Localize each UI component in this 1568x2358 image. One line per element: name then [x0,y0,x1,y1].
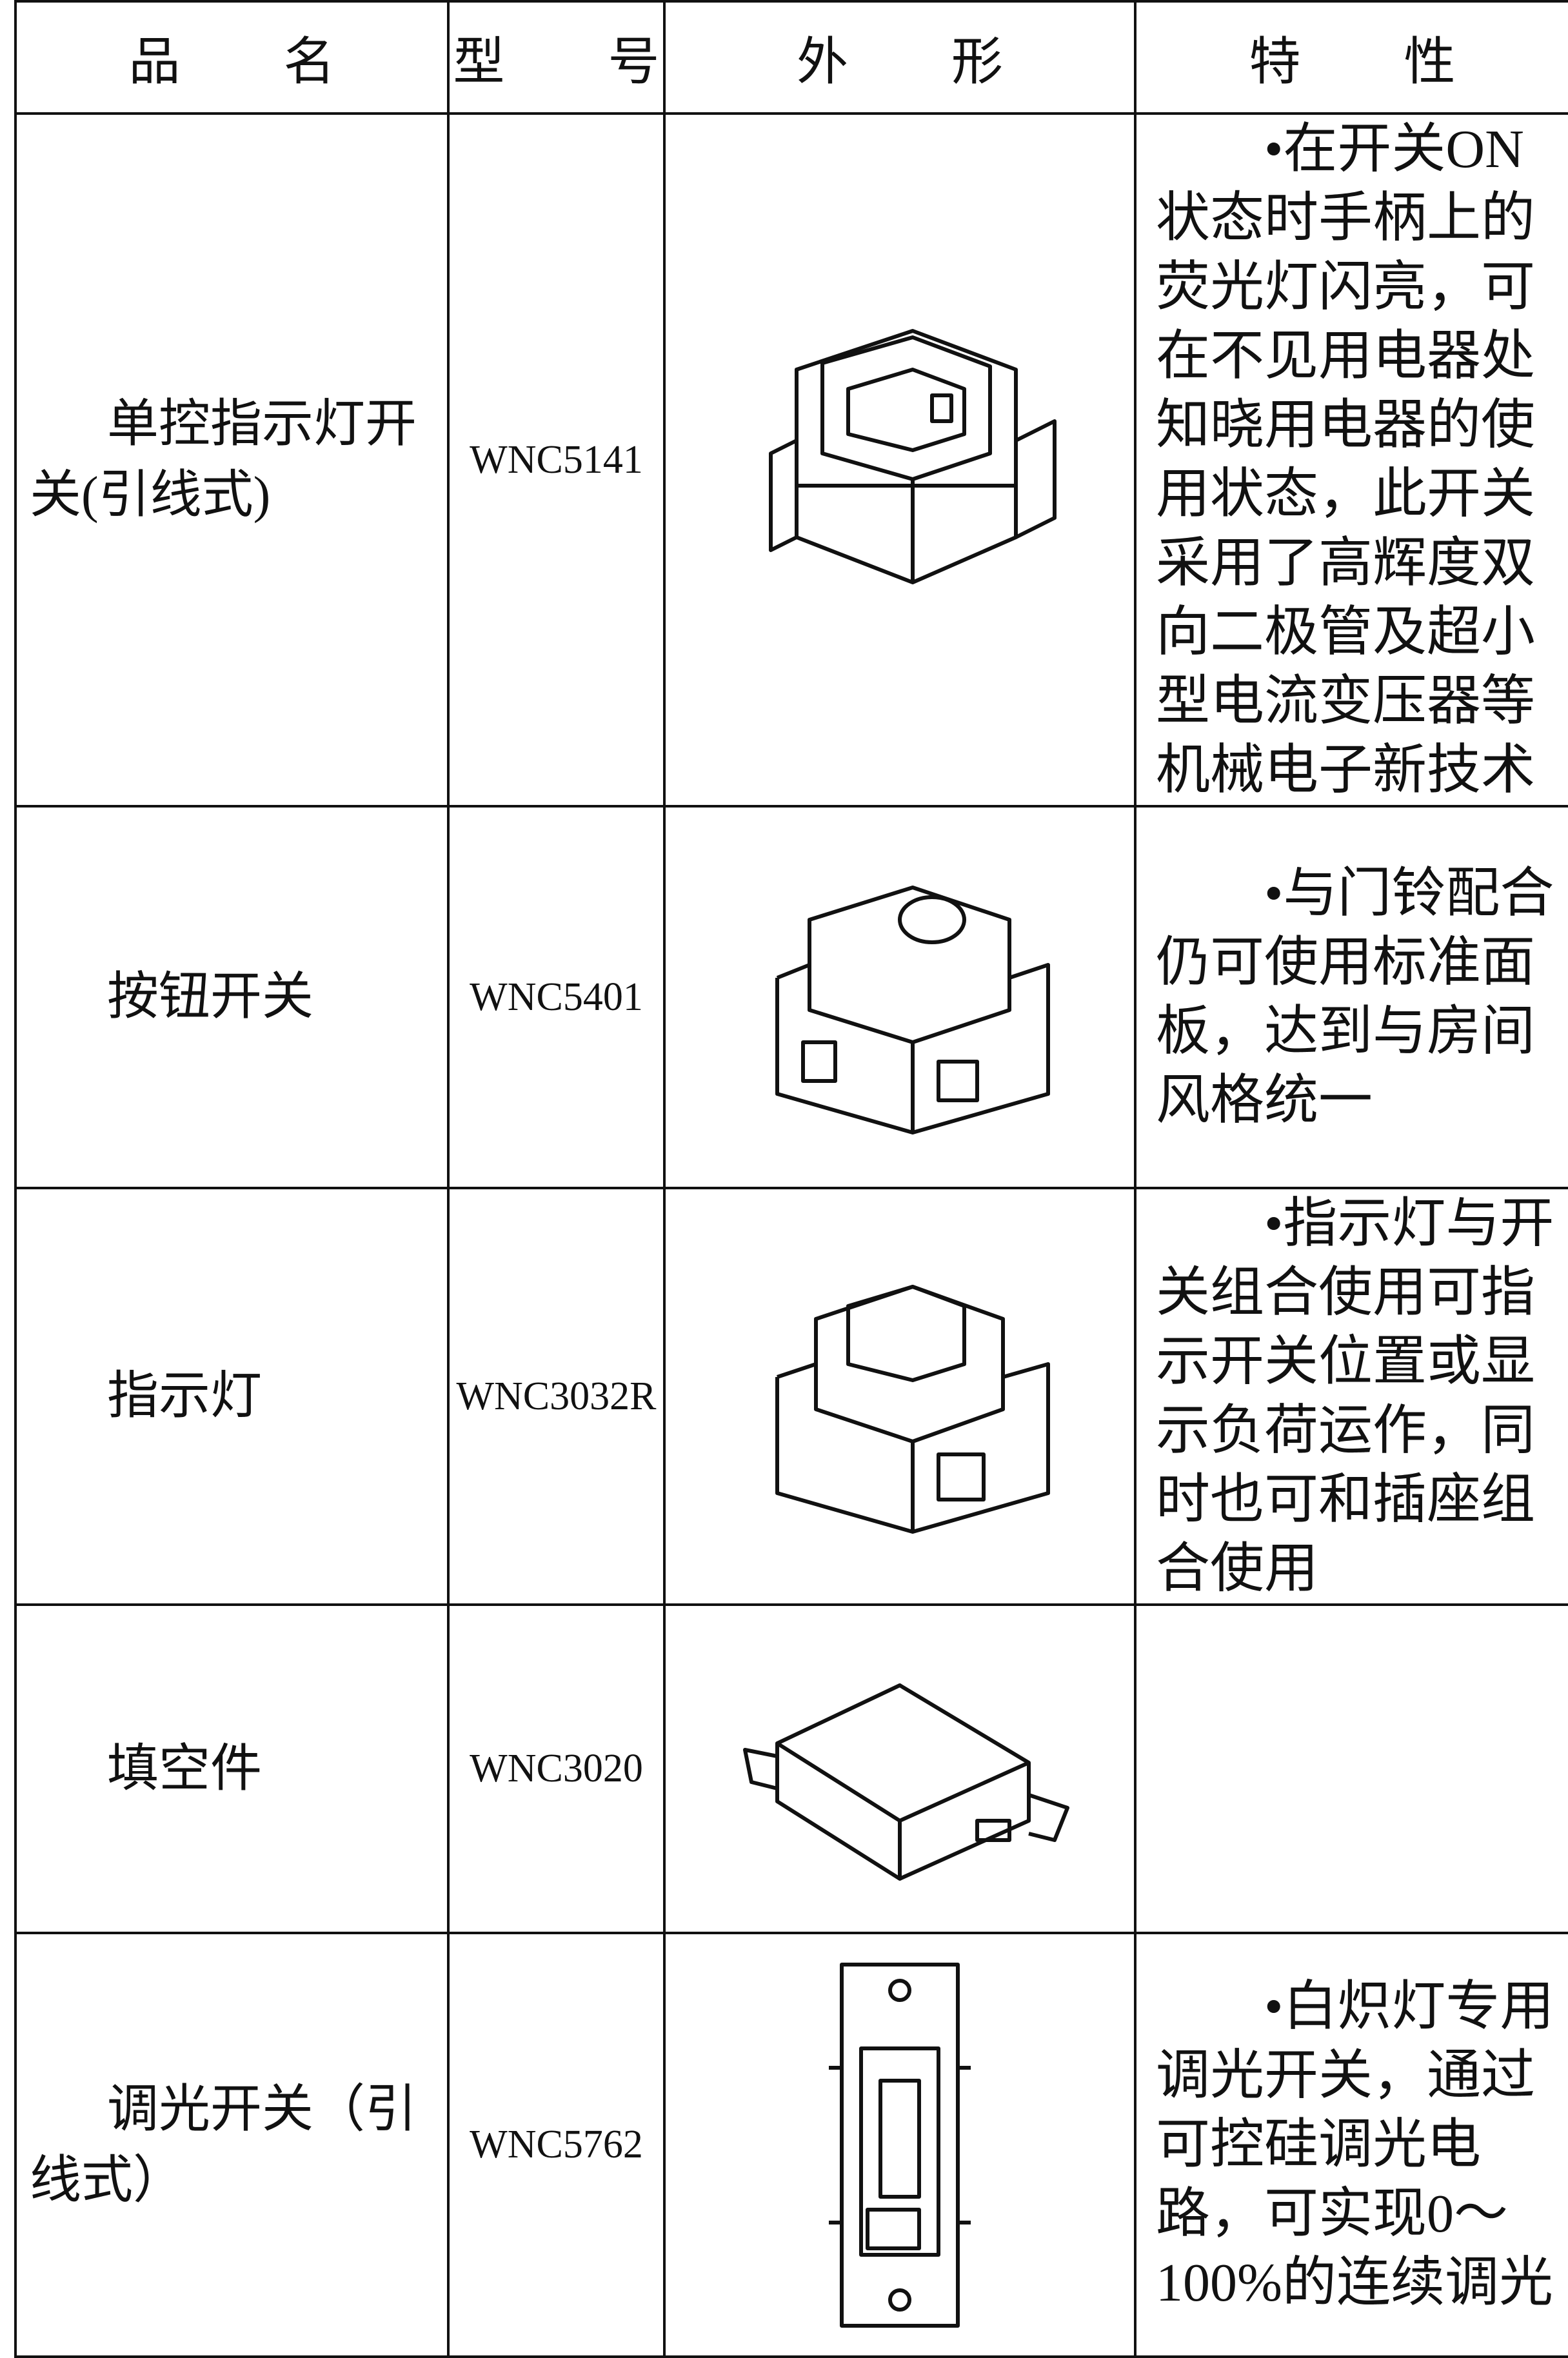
device-drawing [769,329,1057,584]
header-cell: 型 号 [447,0,666,115]
product-table: 品 名型 号外 形特 性 单控指示灯开关(引线式) WNC5141 •在开关ON状态… [14,0,1568,2358]
picture-cell [663,1932,1136,2358]
device-drawing [743,1683,1069,1881]
row: 单控指示灯开关(引线式) WNC5141 •在开关ON状态时手柄上的荧光灯闪亮，可在… [14,112,1568,807]
name-cell: 单控指示灯开关(引线式) [14,112,450,807]
row: 调光开关（引线式） WNC5762 •白炽灯专用调光开关，通过可控硅调光电路，可实现… [14,1932,1568,2358]
feature-cell: •与门铃配合仍可使用标准面板，达到与房间风格统一 [1134,805,1568,1189]
device-drawing [775,886,1050,1134]
row: 按钮开关 WNC5401 •与门铃配合仍可使用标准面板，达到与房间风格统一 [14,805,1568,1189]
device-drawing [775,1285,1050,1534]
feature-cell: •在开关ON状态时手柄上的荧光灯闪亮，可在不见用电器处知晓用电器的使用状态，此开… [1134,112,1568,807]
header-row: 品 名型 号外 形特 性 [14,0,1568,115]
feature-cell: •白炽灯专用调光开关，通过可控硅调光电路，可实现0～100%的连续调光 [1134,1932,1568,2358]
row: 指示灯 WNC3032R •指示灯与开关组合使用可指示开关位置或显示负荷运作，同时也… [14,1187,1568,1606]
name-cell: 调光开关（引线式） [14,1932,450,2358]
feature-cell [1134,1603,1568,1934]
header-cell: 品 名 [14,0,450,115]
picture-cell [663,112,1136,807]
device-drawing [829,1962,971,2328]
picture-cell [663,805,1136,1189]
name-cell: 填空件 [14,1603,450,1934]
model-cell: WNC3020 [447,1603,666,1934]
table-body: 单控指示灯开关(引线式) WNC5141 •在开关ON状态时手柄上的荧光灯闪亮，可在… [14,112,1568,2358]
model-cell: WNC5762 [447,1932,666,2358]
picture-cell [663,1603,1136,1934]
model-cell: WNC5401 [447,805,666,1189]
model-cell: WNC3032R [447,1187,666,1606]
picture-cell [663,1187,1136,1606]
name-cell: 按钮开关 [14,805,450,1189]
page: 品 名型 号外 形特 性 单控指示灯开关(引线式) WNC5141 •在开关ON状态… [14,0,1568,2358]
model-cell: WNC5141 [447,112,666,807]
row: 填空件 WNC3020 [14,1603,1568,1934]
name-cell: 指示灯 [14,1187,450,1606]
header-cell: 特 性 [1134,0,1568,115]
feature-cell: •指示灯与开关组合使用可指示开关位置或显示负荷运作，同时也可和插座组合使用 [1134,1187,1568,1606]
header-cell: 外 形 [663,0,1136,115]
